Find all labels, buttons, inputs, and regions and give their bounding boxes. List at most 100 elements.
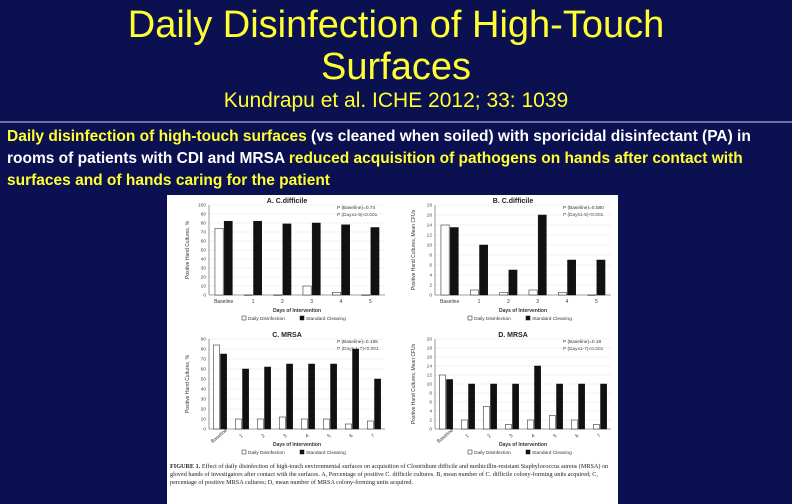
y-tick-label: 18 [427,203,433,209]
bar-daily-disinfection [527,419,534,430]
figure-panel: A. C.difficile P (Baseline)=0.74 P (Days1-… [167,195,618,504]
bar-daily-disinfection [367,420,374,430]
x-tick-label: 1 [478,299,481,305]
y-tick-label: 10 [427,382,433,388]
bar-standard-cleaning [578,383,585,430]
y-tick-label: 40 [201,387,207,393]
y-tick-label: 90 [201,212,207,218]
y-tick-label: 4 [429,409,432,415]
bar-standard-cleaning [282,223,292,296]
y-tick-label: 14 [427,223,433,229]
bar-standard-cleaning [242,368,249,430]
bar-daily-disinfection [549,415,556,430]
x-tick-label: 7 [370,433,376,440]
bar-standard-cleaning [352,348,359,430]
y-tick-label: 0 [429,293,432,299]
bar-standard-cleaning [341,224,350,296]
bar-standard-cleaning [330,363,337,430]
legend-swatch-daily [467,449,473,455]
bar-standard-cleaning [600,383,607,430]
bar-daily-disinfection [483,406,490,430]
y-tick-label: 12 [427,373,433,379]
bar-daily-disinfection [571,419,578,430]
legend-label-daily: Daily Disinfection [248,316,285,322]
y-tick-label: 18 [427,346,433,352]
chart-title: D. MRSA [498,332,528,339]
x-tick-label: Baseline [436,428,455,445]
description-part-3: reduced acquisition of pathogens on hand… [7,150,743,189]
bar-standard-cleaning [223,220,233,296]
bar-daily-disinfection [214,228,224,296]
bar-standard-cleaning [596,259,606,296]
x-tick-label: 3 [536,299,539,305]
y-tick-label: 16 [427,213,433,219]
y-tick-label: 70 [201,230,207,236]
x-tick-label: 3 [310,299,313,305]
x-tick-label: 1 [238,433,244,440]
legend-swatch-daily [467,315,473,321]
bar-standard-cleaning [308,363,315,430]
y-tick-label: 14 [427,364,433,370]
x-tick-label: 3 [508,433,514,440]
x-axis-label: Days of Intervention [273,308,321,314]
legend-label-standard: Standard Cleaning [306,316,346,322]
citation: Kundrapu et al. ICHE 2012; 33: 1039 [223,89,569,112]
x-tick-label: 5 [552,433,558,440]
y-tick-label: 70 [201,357,207,363]
y-axis-label: Positive Hand Cultures, % [185,220,191,279]
stat-label: P (Days1-5)<0.001 [337,212,378,218]
legend-swatch-daily [241,315,247,321]
x-tick-label: 4 [304,433,310,440]
bar-standard-cleaning [311,222,321,296]
bar-standard-cleaning [253,220,262,296]
y-tick-label: 6 [429,263,432,269]
bar-standard-cleaning [286,363,293,430]
x-tick-label: 2 [281,299,284,305]
chart-d: D. MRSA P (Baseline)=0.18 P (Days1-7)<0.00… [393,329,618,463]
y-tick-label: 20 [201,275,207,281]
bar-daily-disinfection [440,224,450,296]
bar-daily-disinfection [323,418,330,430]
x-tick-label: 2 [486,433,492,440]
title-line-1: Daily Disinfection of High-Touch [127,4,665,46]
y-tick-label: 60 [201,239,207,245]
y-axis-label: Positive Hand Cultures, Mean CFUs [411,209,417,290]
legend-swatch-standard [299,449,305,455]
x-tick-label: Baseline [214,299,233,305]
y-tick-label: 90 [201,337,207,343]
legend-label-standard: Standard Cleaning [532,450,572,456]
chart-svg: D. MRSA P (Baseline)=0.18P (Days1-7)<0.00… [411,332,611,456]
x-tick-label: Baseline [440,299,459,305]
y-tick-label: 100 [198,203,206,209]
slide-title: Daily Disinfection of High-Touch Surface… [0,4,792,88]
x-tick-label: 5 [326,433,332,440]
x-tick-label: 4 [340,299,343,305]
x-tick-label: 1 [464,433,470,440]
bar-standard-cleaning [370,227,380,296]
y-tick-label: 10 [201,284,207,290]
y-tick-label: 16 [427,355,433,361]
bar-daily-disinfection [470,289,479,296]
bar-daily-disinfection [461,419,468,430]
legend-swatch-standard [525,315,531,321]
bar-standard-cleaning [479,244,488,296]
chart-title: C. MRSA [272,332,302,339]
x-tick-label: 5 [369,299,372,305]
y-tick-label: 10 [427,243,433,249]
y-tick-label: 50 [201,377,207,383]
bar-daily-disinfection [301,418,308,430]
x-axis-label: Days of Intervention [499,308,547,314]
bar-daily-disinfection [213,344,220,430]
chart-c: C. MRSA P (Baseline)=0.165 P (Days 1-7)<0.… [167,329,392,463]
title-line-2: Surfaces [321,46,471,88]
description: Daily disinfection of high-touch surface… [7,126,787,192]
bar-standard-cleaning [449,227,459,296]
caption-lead: FIGURE 1. [170,463,201,470]
bar-standard-cleaning [537,214,547,296]
x-tick-label: 4 [530,433,536,440]
figure-caption: FIGURE 1. Effect of daily disinfection o… [170,463,615,487]
y-tick-label: 8 [429,391,432,397]
bar-daily-disinfection [332,292,341,296]
x-tick-label: 5 [595,299,598,305]
